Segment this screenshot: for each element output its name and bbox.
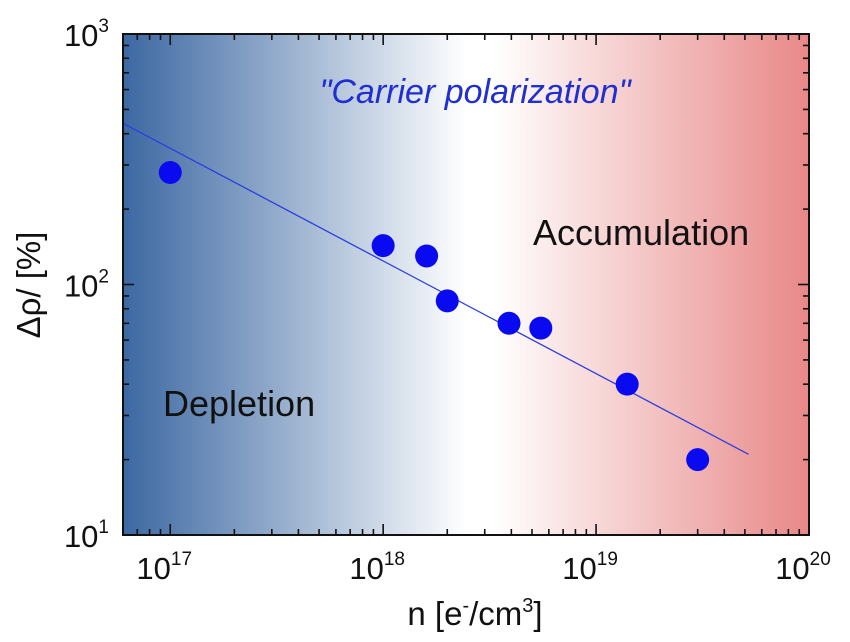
x-tick-label-base: 10 xyxy=(136,551,170,586)
x-tick-label: 1017 xyxy=(136,549,192,586)
data-point xyxy=(158,160,182,184)
x-axis-title-main: n [e xyxy=(407,595,462,632)
y-tick-label: 103 xyxy=(64,16,109,53)
x-tick-label-exponent: 18 xyxy=(384,549,405,570)
x-tick-label-exponent: 19 xyxy=(597,549,618,570)
region-label-accumulation: Accumulation xyxy=(533,212,749,253)
x-axis-title-mid: /cm xyxy=(469,595,522,632)
data-point xyxy=(371,234,395,258)
x-tick-label: 1019 xyxy=(562,549,618,586)
region-label-depletion: Depletion xyxy=(163,383,315,424)
x-tick-label-base: 10 xyxy=(562,551,596,586)
annotation-title: "Carrier polarization" xyxy=(319,73,632,111)
y-tick-label-base: 10 xyxy=(64,18,98,53)
y-tick-label: 101 xyxy=(64,517,109,554)
x-axis-title-tail: ] xyxy=(533,595,542,632)
x-axis-title-sup1: - xyxy=(462,595,469,617)
y-axis-title: Δρ/ [%] xyxy=(10,232,47,339)
x-axis-title: n [e-/cm3] xyxy=(407,595,542,632)
x-tick-label-base: 10 xyxy=(775,551,809,586)
x-tick-label: 1020 xyxy=(775,549,831,586)
data-point xyxy=(435,289,459,313)
fit-line xyxy=(122,122,749,455)
data-point xyxy=(415,244,439,268)
data-point xyxy=(497,311,521,335)
y-tick-label-exponent: 1 xyxy=(98,517,109,538)
y-tick-label: 102 xyxy=(64,267,109,304)
x-tick-label: 1018 xyxy=(349,549,405,586)
x-axis-title-sup2: 3 xyxy=(522,595,533,617)
y-tick-label-base: 10 xyxy=(64,519,98,554)
x-tick-label-exponent: 17 xyxy=(171,549,192,570)
y-tick-label-exponent: 2 xyxy=(98,267,109,288)
data-point xyxy=(686,448,710,472)
y-tick-label-exponent: 3 xyxy=(98,16,109,37)
data-point xyxy=(615,372,639,396)
x-tick-label-base: 10 xyxy=(349,551,383,586)
y-tick-label-base: 10 xyxy=(64,269,98,304)
data-point xyxy=(529,316,553,340)
x-tick-label-exponent: 20 xyxy=(810,549,831,570)
